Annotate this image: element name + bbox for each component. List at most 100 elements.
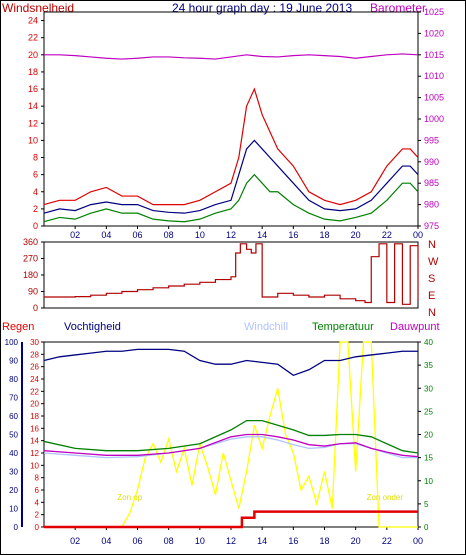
wind-ytick-label: 22 xyxy=(28,33,38,43)
rain-ytick-label: 16 xyxy=(30,424,39,433)
wind-xtick-label: 22 xyxy=(382,230,392,240)
temp-ytick-label: 25 xyxy=(424,407,433,416)
wind-ytick-label: 18 xyxy=(28,67,38,77)
baro-ytick-label: 1025 xyxy=(424,7,444,17)
wind-xtick-label: 12 xyxy=(226,230,236,240)
legend-entry: Dauwpunt xyxy=(390,321,440,333)
rain-ytick-label: 26 xyxy=(30,363,39,372)
temp-xtick-label: 04 xyxy=(101,536,111,546)
humidity-ytick-label: 50 xyxy=(9,431,18,440)
temp-ytick-label: 35 xyxy=(424,361,433,370)
direction-ytick-label: 270 xyxy=(23,254,38,264)
compass-label: E xyxy=(428,290,435,302)
wind-xtick-label: 16 xyxy=(288,230,298,240)
wind-xtick-label: 10 xyxy=(195,230,205,240)
legend-entry: Regen xyxy=(2,321,34,333)
baro-ytick-label: 975 xyxy=(424,221,439,231)
baro-ytick-label: 980 xyxy=(424,200,439,210)
temp-ytick-label: 20 xyxy=(424,431,433,440)
wind-ytick-label: 16 xyxy=(28,84,38,94)
rain-ytick-label: 30 xyxy=(30,338,39,347)
wind-ytick-label: 20 xyxy=(28,50,38,60)
wind-ytick-label: 0 xyxy=(33,221,38,231)
baro-ytick-label: 1000 xyxy=(424,114,444,124)
temp-ytick-label: 10 xyxy=(424,477,433,486)
rain-ytick-label: 2 xyxy=(35,511,40,520)
baro-ytick-label: 1015 xyxy=(424,50,444,60)
temp-xtick-label: 20 xyxy=(351,536,361,546)
temp-series-line xyxy=(43,348,418,377)
rain-ytick-label: 0 xyxy=(35,523,40,532)
wind-xtick-label: 02 xyxy=(70,230,80,240)
humidity-ytick-label: 80 xyxy=(9,375,18,384)
compass-label: W xyxy=(428,256,439,268)
sunrise-annotation: Zon op xyxy=(117,493,142,502)
direction-series-line xyxy=(44,243,419,305)
baro-ytick-label: 1020 xyxy=(424,28,444,38)
compass-label: S xyxy=(428,273,435,285)
legend-entry: Temperatuur xyxy=(312,321,374,333)
humidity-ytick-label: 40 xyxy=(9,449,18,458)
rain-ytick-label: 28 xyxy=(30,350,39,359)
baro-ytick-label: 1005 xyxy=(424,93,444,103)
temp-xtick-label: 00 xyxy=(413,536,423,546)
direction-panel-frame xyxy=(43,241,419,309)
wind-ytick-label: 2 xyxy=(33,204,38,214)
wind-ytick-label: 14 xyxy=(28,101,38,111)
wind-xtick-label: 20 xyxy=(351,230,361,240)
temp-series-line xyxy=(44,510,418,529)
compass-label: N xyxy=(428,307,436,319)
humidity-ytick-label: 90 xyxy=(9,357,18,366)
legend-entry: Vochtigheid xyxy=(64,321,121,333)
legend-entry: Windchill xyxy=(244,321,288,333)
rain-ytick-label: 14 xyxy=(30,437,39,446)
temp-ytick-label: 30 xyxy=(424,384,433,393)
wind-series-line xyxy=(43,139,419,214)
temp-xtick-label: 14 xyxy=(257,536,267,546)
compass-label: N xyxy=(428,239,436,251)
direction-ytick-label: 180 xyxy=(23,270,38,280)
humidity-ytick-label: 60 xyxy=(9,412,18,421)
temp-series-line xyxy=(44,341,418,528)
wind-xtick-label: 14 xyxy=(257,230,267,240)
rain-ytick-label: 6 xyxy=(35,486,40,495)
baro-ytick-label: 985 xyxy=(424,178,439,188)
direction-ytick-label: 90 xyxy=(28,287,38,297)
wind-series-line xyxy=(43,173,419,223)
temp-xtick-label: 02 xyxy=(70,536,80,546)
temp-xtick-label: 06 xyxy=(132,536,142,546)
wind-xtick-label: 08 xyxy=(164,230,174,240)
rain-ytick-label: 12 xyxy=(30,449,39,458)
direction-ytick-label: 0 xyxy=(33,303,38,313)
rain-ytick-label: 20 xyxy=(30,400,39,409)
wind-xtick-label: 04 xyxy=(101,230,111,240)
humidity-ytick-label: 0 xyxy=(14,523,19,532)
temp-series-line xyxy=(43,419,419,454)
wind-ytick-label: 8 xyxy=(33,153,38,163)
temp-ytick-label: 0 xyxy=(424,523,429,532)
wind-xtick-label: 18 xyxy=(319,230,329,240)
rain-ytick-label: 8 xyxy=(35,474,40,483)
wind-series-line xyxy=(44,53,419,60)
temp-xtick-label: 08 xyxy=(164,536,174,546)
baro-ytick-label: 990 xyxy=(424,157,439,167)
humidity-ytick-label: 20 xyxy=(9,486,18,495)
wind-panel-frame xyxy=(43,11,419,227)
rain-ytick-label: 10 xyxy=(30,461,39,470)
sunset-annotation: Zon onder xyxy=(367,493,404,502)
wind-ytick-label: 4 xyxy=(33,187,38,197)
wind-ytick-label: 10 xyxy=(28,135,38,145)
baro-ytick-label: 995 xyxy=(424,135,439,145)
humidity-ytick-label: 70 xyxy=(9,394,18,403)
rain-ytick-label: 4 xyxy=(35,498,40,507)
baro-ytick-label: 1010 xyxy=(424,71,444,81)
humidity-ytick-label: 10 xyxy=(9,505,18,514)
rain-ytick-label: 22 xyxy=(30,387,39,396)
wind-xtick-label: 06 xyxy=(132,230,142,240)
temp-xtick-label: 16 xyxy=(288,536,298,546)
temp-xtick-label: 18 xyxy=(319,536,329,546)
wind-series-line xyxy=(43,87,419,206)
temp-xtick-label: 22 xyxy=(382,536,392,546)
